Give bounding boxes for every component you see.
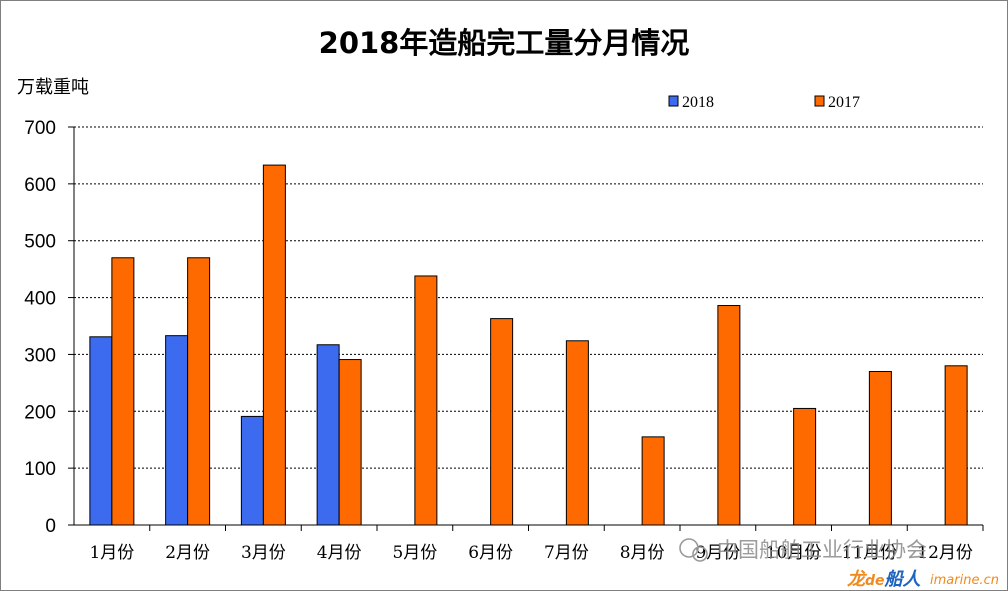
- grid-lines: [74, 126, 983, 469]
- y-tick-label: 0: [45, 516, 56, 537]
- bar-2017: [944, 365, 968, 526]
- bar-2018: [240, 415, 264, 526]
- bar-2018: [89, 336, 113, 526]
- bar-2018: [316, 344, 340, 526]
- legend-label-2017: 2017: [828, 94, 860, 111]
- watermark-site: imarine.cn: [930, 573, 999, 588]
- y-tick-label: 400: [24, 289, 56, 310]
- x-tick-label: 6月份: [468, 543, 513, 563]
- bar-2017: [262, 164, 286, 526]
- x-tick-label: 11月份: [842, 543, 898, 563]
- bar-2017: [565, 340, 589, 526]
- bar-2017: [338, 359, 362, 526]
- bar-2017: [187, 257, 211, 526]
- chart-title: 2018年造船完工量分月情况: [319, 26, 690, 60]
- legend: 2018 2017: [668, 94, 860, 111]
- y-tick-label: 500: [24, 232, 56, 253]
- x-tick-label: 2月份: [165, 543, 210, 563]
- y-tick-label: 700: [24, 118, 56, 139]
- y-axis-label: 万载重吨: [17, 77, 89, 98]
- bar-2017: [641, 436, 665, 526]
- logo-part-2: de: [865, 573, 885, 589]
- logo-part-3: 船人: [884, 569, 922, 590]
- watermark-text: 中国船舶工业行业协会: [717, 538, 927, 562]
- legend-label-2018: 2018: [682, 94, 714, 111]
- x-tick-label: 1月份: [89, 543, 134, 563]
- x-tick-label: 4月份: [317, 543, 362, 563]
- watermark: 中国船舶工业行业协会 龙de船人 imarine.cn: [679, 538, 999, 590]
- y-tick-label: 300: [24, 345, 56, 366]
- bar-2017: [868, 370, 892, 526]
- legend-swatch-2017: [814, 95, 825, 107]
- watermark-logo: 龙de船人: [847, 569, 922, 590]
- y-tick-label: 200: [24, 402, 56, 423]
- bar-2017: [414, 275, 438, 526]
- x-tick-label: 7月份: [544, 543, 589, 563]
- x-tick-label: 12月份: [917, 543, 973, 563]
- x-tick-label: 10月份: [766, 543, 822, 563]
- x-tick-label: 3月份: [241, 543, 286, 563]
- y-tick-label: 600: [24, 175, 56, 196]
- logo-part-1: 龙: [847, 569, 868, 590]
- legend-swatch-2018: [668, 95, 679, 107]
- x-tick-label: 5月份: [392, 543, 437, 563]
- wechat-icon-bubble: [692, 546, 708, 562]
- bar-2018: [165, 335, 189, 526]
- y-tick-label: 100: [24, 459, 56, 480]
- bar-2017: [490, 318, 514, 526]
- bars: [89, 164, 968, 526]
- bar-2017: [793, 407, 817, 526]
- x-tick-label: 8月份: [620, 543, 665, 563]
- bar-2017: [717, 305, 741, 526]
- axes: 0 100 200 300 400 500 600 700 1月份 2月份 3月份 4月份 5月份 6月份…: [24, 118, 984, 563]
- bar-2017: [111, 257, 135, 526]
